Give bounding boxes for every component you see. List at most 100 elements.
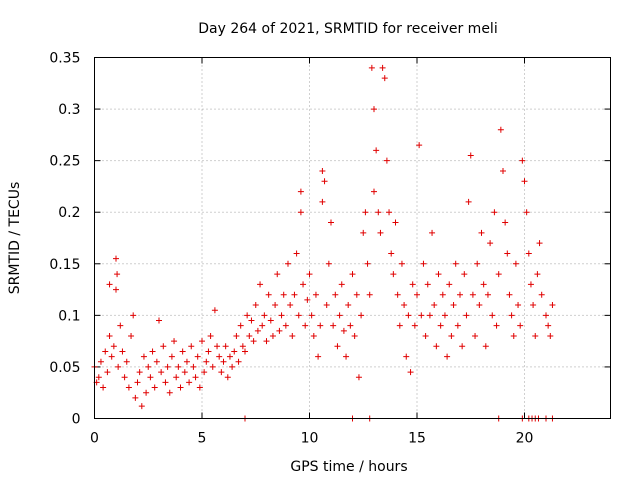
data-point (530, 302, 537, 309)
data-point (431, 302, 438, 309)
data-point (108, 353, 115, 360)
data-point (360, 229, 367, 236)
data-point (291, 291, 298, 298)
data-point (495, 271, 502, 278)
chart-title: Day 264 of 2021, SRMTID for receiver mel… (198, 21, 497, 37)
grid-lines (94, 57, 611, 419)
data-point (257, 281, 264, 288)
data-point (319, 198, 326, 205)
data-point (153, 358, 160, 365)
data-point (478, 229, 485, 236)
data-point (497, 126, 504, 133)
data-point (183, 358, 190, 365)
data-point (368, 64, 375, 71)
data-point (459, 343, 466, 350)
data-point (347, 322, 354, 329)
data-point (371, 188, 377, 195)
x-tick-label: 5 (198, 431, 207, 447)
data-point (115, 363, 122, 370)
axis-ticks: 0 5 10 15 20 0 0.05 0.1 0.15 0.2 0.25 0.3 0.35 (49, 51, 611, 447)
data-point (444, 353, 451, 360)
data-point (287, 302, 294, 309)
data-point (358, 312, 365, 319)
data-point (239, 343, 246, 350)
data-point (328, 219, 334, 226)
data-point (214, 343, 221, 350)
data-point (252, 302, 259, 309)
x-axis-label: GPS time / hours (290, 459, 407, 475)
data-point (355, 374, 362, 381)
data-point (457, 291, 463, 298)
data-point (149, 348, 156, 355)
data-point (138, 403, 145, 410)
data-point (448, 332, 455, 339)
data-point (437, 322, 444, 329)
data-point (523, 209, 530, 216)
x-tick-label: 15 (408, 431, 426, 447)
data-point (371, 106, 377, 113)
y-tick-label: 0.25 (49, 154, 80, 170)
data-point (254, 327, 261, 334)
y-axis-label: SRMTID / TECUs (7, 182, 23, 295)
data-point (401, 302, 408, 309)
data-point (186, 379, 193, 386)
data-point (134, 379, 141, 386)
data-point (506, 291, 513, 298)
data-point (201, 369, 208, 376)
data-point (235, 358, 242, 365)
data-point (482, 343, 489, 350)
data-point (349, 271, 356, 278)
data-point (493, 322, 500, 329)
data-points (91, 64, 556, 422)
data-point (162, 379, 169, 386)
data-point (325, 260, 332, 267)
data-point (267, 317, 274, 324)
data-point (330, 322, 337, 329)
data-point (224, 374, 231, 381)
data-point (143, 389, 150, 396)
y-tick-label: 0 (72, 412, 81, 428)
data-point (136, 369, 143, 376)
data-point (308, 312, 315, 319)
data-point (168, 353, 175, 360)
data-point (222, 343, 229, 350)
data-point (510, 332, 517, 339)
data-point (274, 271, 281, 278)
data-point (534, 271, 541, 278)
data-point (160, 343, 167, 350)
data-point (386, 209, 393, 216)
data-point (181, 369, 188, 376)
data-point (158, 369, 165, 376)
data-point (521, 178, 528, 185)
data-point (171, 338, 178, 345)
data-point (233, 332, 240, 339)
data-point (147, 374, 154, 381)
data-point (312, 291, 319, 298)
data-point (179, 348, 186, 355)
data-point (295, 312, 302, 319)
data-point (489, 312, 496, 319)
data-point (237, 322, 244, 329)
data-point (338, 281, 345, 288)
data-point (403, 353, 410, 360)
data-point (188, 343, 195, 350)
data-point (300, 281, 307, 288)
data-point (106, 332, 113, 339)
data-point (422, 332, 429, 339)
data-point (156, 317, 162, 324)
y-tick-label: 0.3 (58, 102, 80, 118)
y-tick-label: 0.35 (49, 51, 80, 67)
data-point (411, 322, 418, 329)
data-point (102, 348, 109, 355)
data-point (211, 307, 218, 314)
data-point (276, 327, 283, 334)
data-point (190, 363, 197, 370)
data-point (446, 281, 453, 288)
data-point (209, 363, 216, 370)
data-point (476, 302, 483, 309)
data-point (353, 291, 360, 298)
data-point (285, 260, 291, 267)
data-point (439, 291, 446, 298)
data-point (218, 369, 225, 376)
data-point (409, 281, 416, 288)
